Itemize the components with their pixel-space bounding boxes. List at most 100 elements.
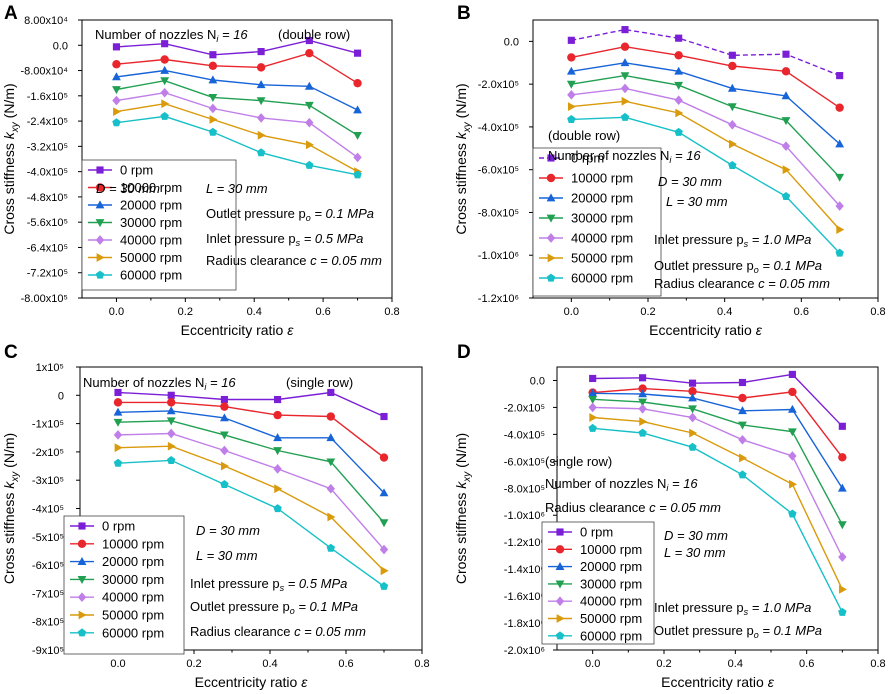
y-tick-label: -8.0x10⁵: [504, 483, 545, 495]
series-marker: [353, 170, 362, 179]
legend-label: 60000 rpm: [571, 271, 633, 286]
series-line: [116, 39, 358, 56]
series-marker: [727, 103, 737, 112]
annotation-6: Radius clearance c = 0.05 mm: [190, 624, 366, 639]
series-marker: [273, 504, 282, 513]
series-marker: [638, 384, 647, 393]
series-30000-rpm: [566, 72, 845, 182]
series-marker: [112, 72, 121, 81]
y-tick-label: -1.4x10⁶: [504, 564, 545, 576]
y-tick-label: -3x10⁵: [32, 475, 64, 487]
annotation-6: Outlet pressure po = 0.1 MPa: [654, 623, 822, 640]
series-marker: [112, 60, 121, 69]
y-tick-label: -7x10⁵: [32, 588, 64, 600]
series-marker: [114, 443, 123, 453]
series-line: [571, 74, 841, 178]
legend-label: 10000 rpm: [571, 171, 633, 186]
series-marker: [113, 107, 122, 117]
series-marker: [555, 545, 565, 554]
legend-label: 30000 rpm: [120, 215, 182, 230]
series-marker: [566, 80, 576, 89]
y-tick-label: -4.0x10⁵: [27, 167, 68, 179]
y-tick-label: -8.0x10⁵: [478, 207, 519, 219]
legend-label: 0 rpm: [580, 525, 613, 540]
legend-label: 60000 rpm: [102, 625, 164, 640]
series-marker: [305, 160, 314, 169]
series-line: [571, 45, 841, 109]
series-marker: [589, 413, 598, 422]
legend-label: 40000 rpm: [580, 594, 642, 609]
series-60000-rpm: [112, 111, 362, 179]
series-marker: [273, 433, 283, 442]
series-marker: [220, 395, 228, 404]
y-tick-label: -6.0x10⁵: [478, 165, 519, 177]
annotation-0: (double row): [548, 128, 620, 143]
y-tick-label: -5.6x10⁵: [27, 217, 68, 229]
y-tick-label: -1.0x10⁶: [478, 250, 519, 262]
series-marker: [727, 83, 737, 92]
legend-label: 30000 rpm: [571, 211, 633, 226]
legend-label: 30000 rpm: [102, 572, 164, 587]
series-marker: [380, 412, 388, 421]
series-marker: [838, 552, 847, 562]
series-marker: [379, 581, 389, 590]
series-marker: [838, 584, 847, 594]
series-marker: [208, 61, 218, 71]
annotation-1: Number of nozzles Ni = 16: [548, 148, 701, 165]
y-axis-label: Cross stiffness kxy (N/m): [1, 433, 21, 584]
series-marker: [353, 131, 362, 140]
series-line: [117, 420, 385, 524]
series-marker: [256, 97, 266, 106]
series-20000-rpm: [112, 65, 362, 114]
series-marker: [674, 66, 684, 75]
y-tick-label: -4.0x10⁵: [504, 429, 545, 441]
series-marker: [555, 596, 565, 607]
x-tick-label: 0.8: [414, 658, 429, 670]
series-marker: [220, 445, 229, 456]
series-marker: [781, 141, 791, 151]
y-tick-label: -1.6x10⁵: [27, 91, 68, 103]
y-tick-label: -2.0x10⁵: [504, 402, 545, 414]
series-marker: [837, 483, 847, 492]
y-tick-label: 1x10⁵: [36, 362, 64, 374]
series-marker: [674, 95, 683, 106]
y-tick-label: -4x10⁵: [32, 504, 64, 516]
series-marker: [167, 391, 175, 399]
y-tick-label: -1.2x10⁶: [478, 293, 519, 305]
series-marker: [620, 112, 630, 121]
series-marker: [638, 403, 647, 414]
legend-label: 40000 rpm: [102, 590, 164, 605]
series-line: [117, 410, 385, 494]
series-marker: [566, 66, 576, 75]
x-tick-label: 0.4: [728, 658, 743, 670]
series-marker: [208, 103, 218, 114]
y-tick-label: -2.0x10⁵: [478, 79, 519, 91]
series-line: [118, 401, 385, 459]
legend-label: 40000 rpm: [120, 233, 182, 248]
series-marker: [167, 398, 176, 407]
series-marker: [77, 592, 87, 603]
y-tick-label: -4.0x10⁵: [478, 122, 519, 134]
series-marker: [688, 412, 697, 423]
x-axis-label: Eccentricity ratio ε: [195, 674, 309, 690]
panel-letter: D: [457, 342, 471, 363]
y-tick-label: -8x10⁵: [32, 617, 64, 629]
series-marker: [835, 103, 844, 112]
series-line: [592, 398, 843, 526]
series-marker: [788, 370, 796, 378]
x-tick-label: 0.2: [640, 306, 655, 318]
series-marker: [728, 51, 736, 59]
y-tick-label: -6.4x10⁵: [27, 242, 68, 254]
series-marker: [273, 447, 283, 456]
series-line: [592, 416, 843, 590]
series-marker: [555, 631, 565, 640]
x-tick-label: 0.6: [338, 658, 353, 670]
series-marker: [838, 422, 846, 430]
annotation-5: Inlet pressure ps = 0.5 MPa: [206, 231, 363, 248]
series-marker: [160, 55, 169, 64]
series-marker: [567, 102, 576, 112]
series-marker: [112, 118, 121, 127]
series-marker: [738, 378, 747, 387]
legend: 0 rpm 10000 rpm 20000 rpm 30000 rpm 40000 rp…: [63, 515, 185, 655]
series-marker: [96, 253, 105, 262]
